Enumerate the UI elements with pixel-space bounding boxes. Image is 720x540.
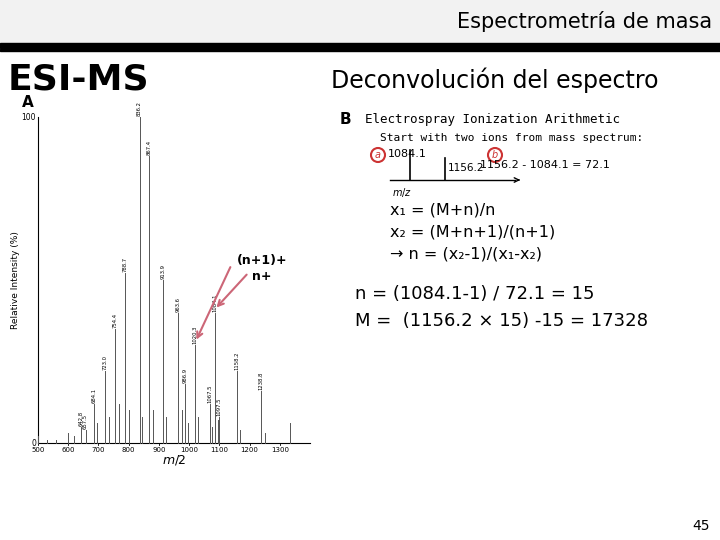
Text: 1000: 1000 <box>180 447 198 453</box>
Text: 800: 800 <box>122 447 135 453</box>
Bar <box>0 0 720 42</box>
Text: 657.5: 657.5 <box>83 414 88 429</box>
Text: 0: 0 <box>31 438 36 448</box>
Text: 1156.2 - 1084.1 = 72.1: 1156.2 - 1084.1 = 72.1 <box>480 160 610 170</box>
Text: x₁ = (M+n)/n: x₁ = (M+n)/n <box>390 202 495 218</box>
Text: 900: 900 <box>152 447 166 453</box>
Text: $m/2$: $m/2$ <box>162 453 186 467</box>
Text: (n+1)+: (n+1)+ <box>237 254 287 267</box>
Text: Start with two ions from mass spectrum:: Start with two ions from mass spectrum: <box>380 133 643 143</box>
Text: Espectrometría de masa: Espectrometría de masa <box>457 10 712 31</box>
Text: Electrospray Ionization Arithmetic: Electrospray Ionization Arithmetic <box>365 113 620 126</box>
Text: M =  (1156.2 × 15) -15 = 17328: M = (1156.2 × 15) -15 = 17328 <box>355 312 648 330</box>
Text: 1158.2: 1158.2 <box>235 352 240 370</box>
Text: $m/z$: $m/z$ <box>392 186 412 199</box>
Text: ESI-MS: ESI-MS <box>7 63 149 97</box>
Text: Deconvolución del espectro: Deconvolución del espectro <box>331 68 659 93</box>
Text: 1200: 1200 <box>240 447 258 453</box>
Text: → n = (x₂-1)/(x₁-x₂): → n = (x₂-1)/(x₁-x₂) <box>390 246 542 261</box>
Text: 600: 600 <box>61 447 75 453</box>
Text: B: B <box>340 112 351 127</box>
Text: 45: 45 <box>693 519 710 533</box>
Text: 1097.5: 1097.5 <box>216 397 221 416</box>
Text: 1084.1: 1084.1 <box>212 293 217 312</box>
Text: Relative Intensity (%): Relative Intensity (%) <box>12 231 20 329</box>
Text: a: a <box>375 150 381 160</box>
Bar <box>0 49 720 51</box>
Text: 754.4: 754.4 <box>112 313 117 328</box>
Text: 700: 700 <box>91 447 105 453</box>
Bar <box>0 43 720 48</box>
Text: 1067.5: 1067.5 <box>207 384 212 403</box>
Text: 100: 100 <box>22 112 36 122</box>
Text: 500: 500 <box>31 447 45 453</box>
Text: 723.0: 723.0 <box>103 355 108 370</box>
Text: 913.9: 913.9 <box>161 264 166 279</box>
Text: 1084.1: 1084.1 <box>388 149 427 159</box>
Text: n+: n+ <box>251 270 271 283</box>
Text: n = (1084.1-1) / 72.1 = 15: n = (1084.1-1) / 72.1 = 15 <box>355 285 595 303</box>
Text: 963.6: 963.6 <box>176 296 181 312</box>
Text: 836.2: 836.2 <box>137 101 142 116</box>
Text: 788.7: 788.7 <box>122 258 127 273</box>
Text: 642.8: 642.8 <box>78 410 84 426</box>
Text: 1156.2: 1156.2 <box>448 163 485 173</box>
Text: b: b <box>492 150 498 160</box>
Text: 1100: 1100 <box>210 447 228 453</box>
Text: 684.1: 684.1 <box>91 388 96 403</box>
Text: 986.9: 986.9 <box>182 368 187 383</box>
Text: 1020.3: 1020.3 <box>193 326 198 344</box>
Text: 1238.8: 1238.8 <box>258 372 264 390</box>
Text: x₂ = (M+n+1)/(n+1): x₂ = (M+n+1)/(n+1) <box>390 225 555 240</box>
Text: 867.4: 867.4 <box>147 140 151 155</box>
Text: 1300: 1300 <box>271 447 289 453</box>
Text: A: A <box>22 95 34 110</box>
